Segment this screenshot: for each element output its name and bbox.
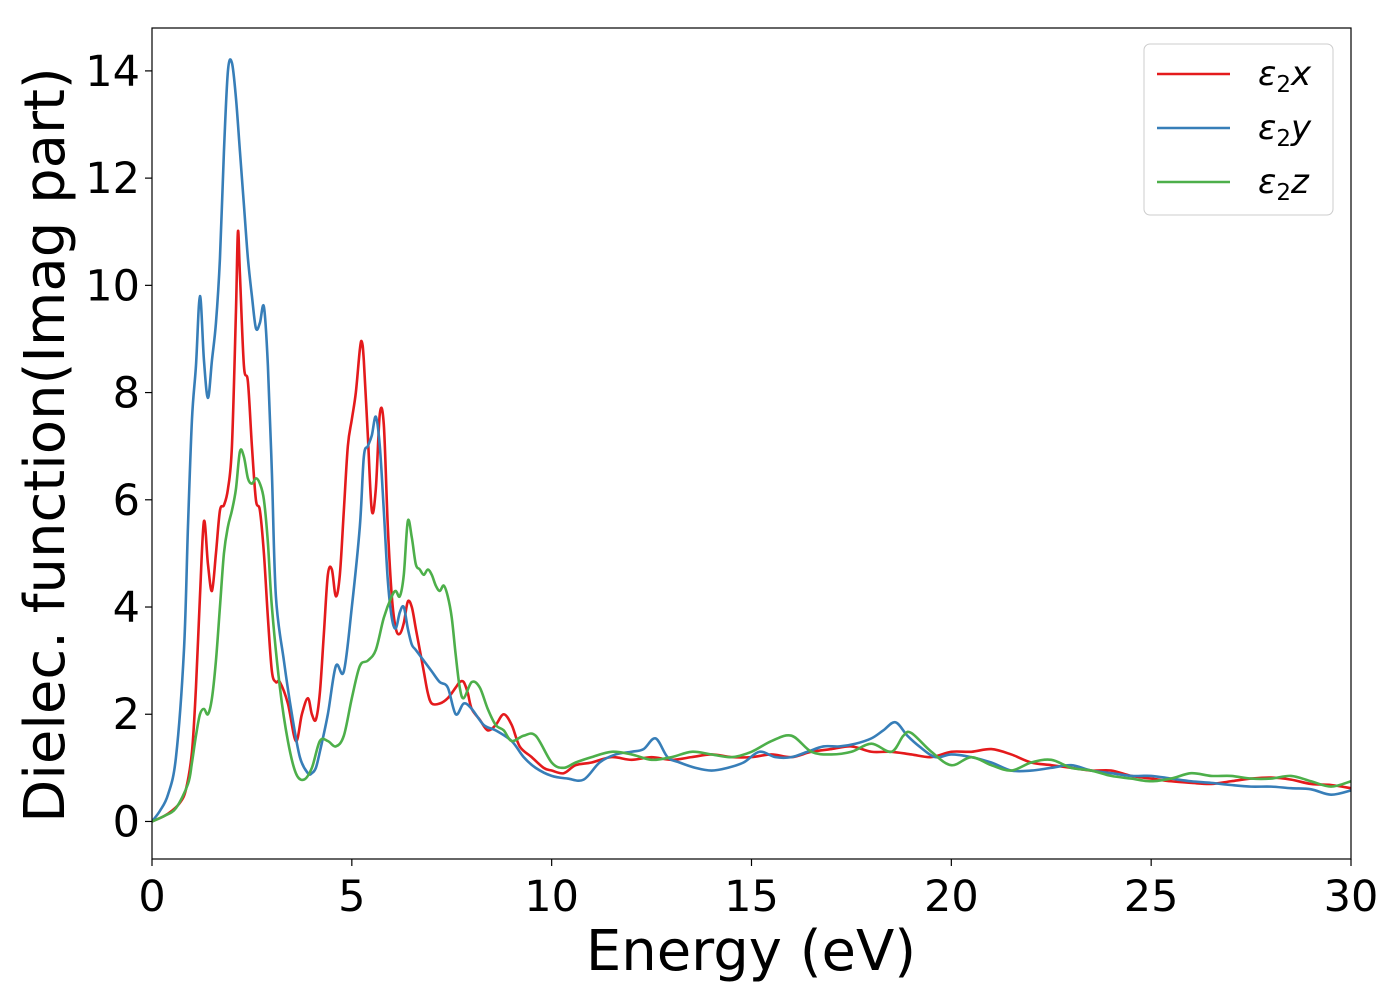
x-tick-label: 20 [924,872,979,922]
y-tick-label: 12 [85,154,140,204]
y-tick-label: 10 [85,261,140,311]
y-tick-label: 8 [113,369,140,419]
y-tick-label: 6 [113,476,140,526]
x-tick-label: 5 [338,872,365,922]
x-axis-label: Energy (eV) [586,919,916,984]
legend-box [1143,43,1334,216]
legend-label-z: ε2z [1258,162,1310,206]
series-line-z [152,448,1351,823]
series-line-y [152,58,1351,823]
legend: ε2x ε2y ε2z [1143,43,1334,216]
x-tick-label: 15 [724,872,779,922]
series-line-x [152,229,1351,823]
x-tick-label: 25 [1124,872,1179,922]
legend-label-x: ε2x [1258,54,1312,98]
x-tick-label: 0 [138,872,165,922]
y-tick-label: 2 [113,690,140,740]
x-tick-label: 30 [1324,872,1379,922]
legend-label-y: ε2y [1258,108,1312,152]
series-layer [152,58,1351,823]
y-tick-label: 14 [85,47,140,97]
y-tick-label: 0 [113,797,140,847]
y-axis-label: Dielec. function(Imag part) [13,67,78,823]
y-tick-label: 4 [113,583,140,633]
x-tick-label: 10 [524,872,579,922]
x-axis-ticks: 0 5 10 15 20 25 30 [138,859,1378,922]
y-axis-ticks: 0 2 4 6 8 10 12 14 [85,47,152,847]
